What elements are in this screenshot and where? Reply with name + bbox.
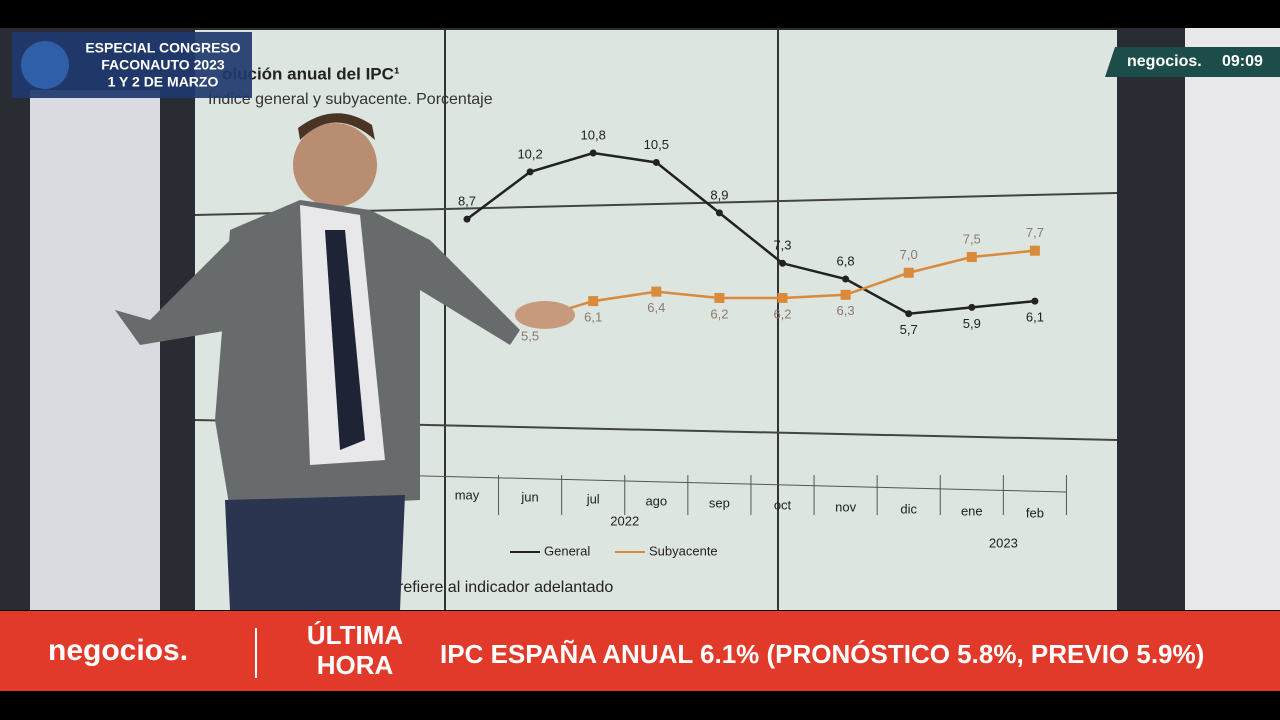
point [588,296,599,307]
data-label: 6,4 [647,300,665,315]
studio-panel [30,90,160,610]
ticker-tag: ÚLTIMA [307,620,403,650]
point [905,310,913,318]
point [966,251,977,262]
x-tick-label: sep [709,495,730,510]
presenter [115,113,575,610]
event-line: ESPECIAL CONGRESO [85,40,240,56]
ticker-bar [0,611,1280,691]
event-line: 1 Y 2 DE MARZO [108,74,219,90]
x-tick-label: ago [645,493,667,508]
point [463,215,471,223]
point [651,286,662,297]
data-label: 6,1 [584,310,602,325]
point [589,149,597,157]
event-logo [21,41,69,89]
x-tick-label: may [455,487,480,502]
data-label: 10,5 [644,137,669,152]
x-tick-label: nov [835,499,856,514]
data-label: 10,8 [581,127,606,142]
point [1031,297,1039,305]
data-label: 6,2 [710,306,728,321]
data-label: 6,3 [837,303,855,318]
clock: 09:09 [1222,53,1263,70]
data-label: 5,5 [521,328,539,343]
point [779,259,786,267]
x-tick-label: jun [520,489,538,504]
chart-footnote: refiere al indicador adelantado [398,579,613,596]
ticker-headline: IPC ESPAÑA ANUAL 6.1% (PRONÓSTICO 5.8%, … [440,639,1204,669]
data-label: 8,9 [710,187,728,202]
channel-badge [1105,47,1280,77]
data-label: 8,7 [458,194,476,209]
x-tick-label: dic [900,501,917,516]
data-label: 6,2 [773,306,791,321]
year-label: 2023 [989,535,1018,550]
point [652,158,660,166]
point [777,292,788,303]
studio-wall [1185,28,1280,610]
point [903,267,914,278]
chart-title: olución anual del IPC¹ [222,64,400,83]
point [526,168,534,176]
x-tick-label: oct [774,497,792,512]
data-label: 7,7 [1026,225,1044,240]
data-label: 7,5 [963,231,981,246]
legend-label: Subyacente [649,543,718,558]
event-line: FACONAUTO 2023 [101,57,225,73]
data-label: 7,3 [773,238,791,253]
data-label: 5,7 [900,322,918,337]
point [840,289,851,300]
year-label: 2022 [610,513,639,528]
point [842,275,850,283]
chart: may jun jul ago sep oct nov dic ene feb 2022 2023 8,… [385,127,1067,558]
series-line [466,151,1036,315]
chart-subtitle: Índice general y subyacente. Porcentaje [208,89,493,108]
point [968,303,976,311]
data-label: 6,1 [1026,310,1044,325]
point [715,209,723,217]
point [1029,245,1040,256]
x-tick-label: jul [586,491,600,506]
legend-label: General [544,543,590,558]
data-label: 7,0 [900,247,918,262]
data-label: 10,2 [517,146,542,161]
category-axis [385,474,1067,493]
ticker-tag: HORA [317,650,394,680]
point [714,292,725,303]
x-tick-label: ene [961,503,983,518]
data-label: 5,9 [963,316,981,331]
x-tick-label: feb [1026,505,1044,520]
channel-name: negocios. [1127,53,1202,70]
ticker-brand: negocios. [48,634,188,667]
data-label: 6,8 [837,253,855,268]
